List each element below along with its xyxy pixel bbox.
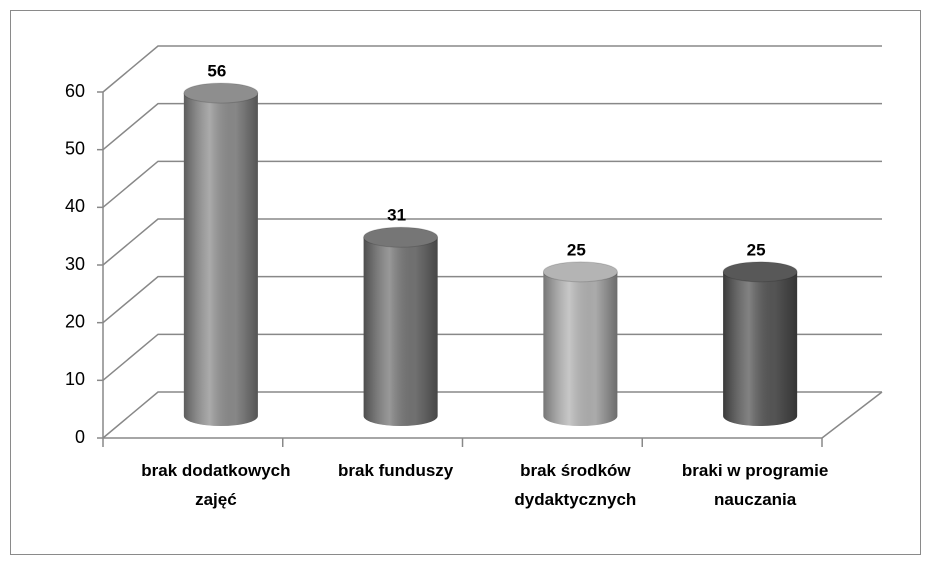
x-tick-label: brak dodatkowych zajęć xyxy=(141,461,291,509)
y-tick-label: 10 xyxy=(65,369,85,389)
y-tick-label: 50 xyxy=(65,138,85,158)
grid-line xyxy=(102,333,882,381)
x-tick-label: brak środków dydaktycznych xyxy=(514,461,637,509)
bar-top xyxy=(183,82,259,104)
bar-top xyxy=(363,226,439,248)
frame xyxy=(10,10,921,555)
bar-top xyxy=(722,261,798,283)
bar-shade xyxy=(183,93,258,427)
bar-shade xyxy=(543,271,618,427)
grid-line xyxy=(102,218,882,266)
value-label: 56 xyxy=(207,62,226,81)
y-tick-label: 60 xyxy=(65,81,85,101)
x-tick-label: brak funduszy xyxy=(338,461,454,480)
grid-line xyxy=(102,45,882,93)
value-label: 31 xyxy=(387,206,406,225)
grid-line xyxy=(102,160,882,208)
grid-line xyxy=(102,391,882,439)
y-tick-label: 40 xyxy=(65,196,85,216)
y-tick-label: 20 xyxy=(65,311,85,331)
x-tick-label: braki w programie nauczania xyxy=(681,461,829,509)
value-label: 25 xyxy=(567,240,586,259)
bar-top xyxy=(542,261,618,283)
y-tick-label: 30 xyxy=(65,254,85,274)
bar-shade xyxy=(363,237,438,427)
bar-shade xyxy=(723,271,798,427)
value-label: 25 xyxy=(747,240,766,259)
grid-line xyxy=(102,275,882,324)
grid-line xyxy=(102,102,882,151)
y-tick-label: 0 xyxy=(75,427,85,447)
